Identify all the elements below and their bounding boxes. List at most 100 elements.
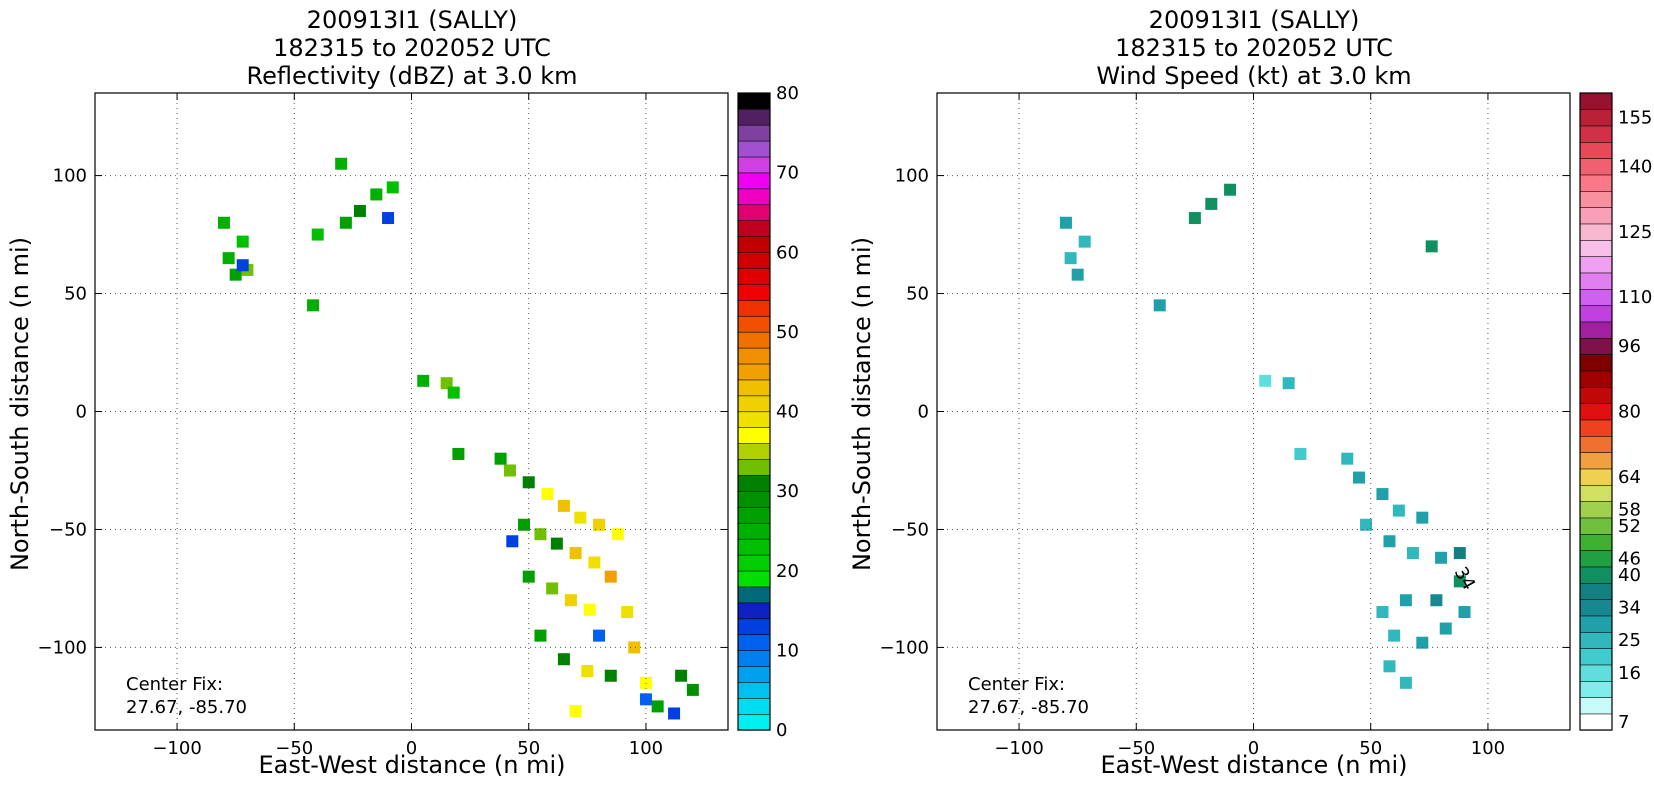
right-data-cell: [1383, 535, 1396, 548]
right-colorbar-tick-label: 110: [1618, 287, 1652, 308]
right-colorbar-tick-label: 80: [1618, 402, 1641, 423]
right-colorbar-segment: [1579, 158, 1613, 176]
left-colorbar-tick-label: 40: [776, 402, 799, 423]
right-colorbar-segment: [1579, 239, 1613, 257]
right-colorbar-segment: [1579, 599, 1613, 617]
wind-speed-panel: 200913I1 (SALLY) 182315 to 202052 UTC Wi…: [848, 6, 1652, 779]
left-colorbar-segment: [737, 331, 771, 349]
right-colorbar-segment: [1579, 174, 1613, 192]
left-data-cell: [628, 641, 641, 654]
left-colorbar-frame: [737, 92, 771, 731]
left-data-cell: [604, 669, 617, 682]
right-colorbar-segment: [1579, 190, 1613, 208]
left-colorbar-tick-label: 80: [776, 83, 799, 104]
left-data-cell: [675, 669, 688, 682]
right-colorbar-segment: [1579, 697, 1613, 715]
right-y-tick-label: −50: [891, 519, 929, 540]
left-data-cell: [541, 488, 554, 501]
right-colorbar-segment: [1579, 223, 1613, 241]
right-colorbar-segment: [1579, 713, 1613, 731]
left-y-tick-label: 0: [76, 402, 87, 423]
left-colorbar-segment: [737, 92, 771, 110]
left-x-tick-label: 0: [406, 738, 417, 759]
left-data-cell: [386, 181, 399, 194]
right-data-cell: [1205, 197, 1218, 210]
left-data-cell: [593, 629, 606, 642]
left-title-line-1: 200913I1 (SALLY): [307, 6, 518, 34]
left-colorbar-segment: [737, 618, 771, 636]
right-colorbar-segment: [1579, 92, 1613, 110]
left-colorbar-segment: [737, 347, 771, 365]
right-x-tick-label: 50: [1359, 738, 1382, 759]
left-colorbar-tick-label: 20: [776, 561, 799, 582]
left-colorbar-tick-label: 70: [776, 163, 799, 184]
left-colorbar-segment: [737, 554, 771, 572]
right-data-cell: [1376, 488, 1389, 501]
right-data-cell: [1064, 252, 1077, 265]
right-colorbar-segment: [1579, 452, 1613, 470]
right-colorbar-tick-label: 52: [1618, 516, 1641, 537]
left-colorbar-tick-label: 0: [776, 720, 787, 741]
right-colorbar-segment: [1579, 109, 1613, 127]
left-data-cell: [307, 299, 320, 312]
left-data-cell: [236, 235, 249, 248]
right-data-cell: [1439, 622, 1452, 635]
right-colorbar-tick-label: 155: [1618, 108, 1652, 129]
right-data-cell: [1071, 268, 1084, 281]
left-data-cell: [593, 518, 606, 531]
right-data-cell: [1392, 504, 1405, 517]
right-data-cell: [1458, 606, 1471, 619]
left-colorbar-segment: [737, 188, 771, 206]
left-data-cell: [353, 204, 366, 217]
right-colorbar-tick-label: 40: [1618, 565, 1641, 586]
left-plot-area: −100 −50 0 50 100 100 50 0 −50 −100: [38, 92, 729, 759]
left-colorbar-segment: [737, 586, 771, 604]
right-y-tick-label: 50: [906, 284, 929, 305]
left-colorbar-segment: [737, 506, 771, 524]
left-data-cell: [583, 603, 596, 616]
right-x-tick-label: −100: [994, 738, 1043, 759]
left-colorbar-segment: [737, 681, 771, 699]
left-title-line-2: 182315 to 202052 UTC: [273, 34, 551, 62]
right-data-cell: [1399, 594, 1412, 607]
right-data-cell: [1224, 183, 1237, 196]
reflectivity-panel: 200913I1 (SALLY) 182315 to 202052 UTC Re…: [6, 6, 799, 779]
right-data-cell: [1453, 547, 1466, 560]
right-colorbar-segment: [1579, 615, 1613, 633]
left-data-cell: [417, 374, 430, 387]
right-colorbar-segment: [1579, 321, 1613, 339]
right-colorbar-segment: [1579, 680, 1613, 698]
right-colorbar-segment: [1579, 354, 1613, 372]
right-colorbar-segment: [1579, 435, 1613, 453]
right-data-cell: [1294, 447, 1307, 460]
left-x-axis-label: East-West distance (n mi): [258, 751, 565, 779]
right-colorbar-segment: [1579, 370, 1613, 388]
right-y-tick-label: −100: [880, 637, 929, 658]
left-data-cell: [447, 386, 460, 399]
right-colorbar-tick-label: 34: [1618, 598, 1641, 619]
left-y-tick-label: −100: [38, 637, 87, 658]
right-colorbar-tick-label: 58: [1618, 500, 1641, 521]
right-colorbar-segment: [1579, 403, 1613, 421]
left-data-cell: [522, 476, 535, 489]
right-data-cell: [1282, 377, 1295, 390]
left-colorbar-segment: [737, 665, 771, 683]
left-data-cell: [534, 528, 547, 541]
right-colorbar-segment: [1579, 419, 1613, 437]
right-data-cell: [1376, 606, 1389, 619]
left-colorbar-segment: [737, 379, 771, 397]
right-colorbar-tick-label: 96: [1618, 336, 1641, 357]
left-colorbar-segment: [737, 124, 771, 142]
left-data-cell: [452, 447, 465, 460]
left-data-cell: [639, 676, 652, 689]
left-colorbar-segment: [737, 267, 771, 285]
reflectivity-colorbar: 0 10 20 30 40 50 60 70 80: [737, 83, 799, 741]
left-colorbar-segment: [737, 570, 771, 588]
left-data-cell: [574, 511, 587, 524]
right-x-axis-label: East-West distance (n mi): [1100, 751, 1407, 779]
right-center-fix-label: Center Fix:: [968, 674, 1065, 695]
right-center-fix-value: 27.67, -85.70: [968, 697, 1089, 718]
right-colorbar-segment: [1579, 272, 1613, 290]
right-colorbar-segment: [1579, 517, 1613, 535]
